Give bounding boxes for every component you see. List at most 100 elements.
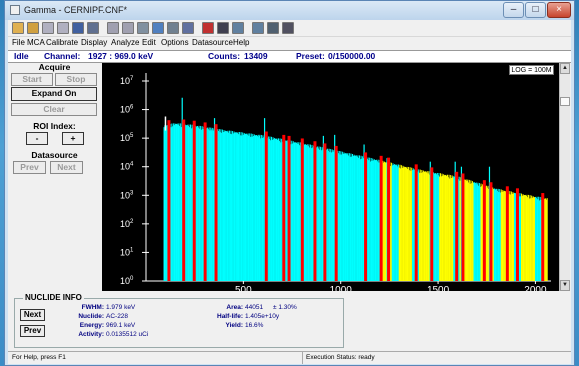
spectrum-bar: [460, 177, 462, 281]
spectrum-bar: [256, 136, 258, 281]
spectrum-bar: [231, 134, 233, 281]
spectrum-bar: [352, 156, 354, 281]
expand-icon[interactable]: [107, 22, 119, 34]
spectrum-bar: [172, 126, 174, 281]
scroll-up-icon[interactable]: ▲: [560, 63, 570, 74]
roi-marker: [489, 182, 493, 281]
zoom-cursor-icon[interactable]: [182, 22, 194, 34]
marker-icon[interactable]: [217, 22, 229, 34]
spectrum-plot[interactable]: 100101102103104105106107500100015002000k…: [102, 63, 559, 305]
spectrum-bar: [253, 134, 255, 281]
log-scale-indicator[interactable]: LOG = 100M: [509, 65, 554, 75]
spectrum-bar: [398, 167, 400, 281]
spectrum-bar: [469, 183, 471, 281]
spectrum-bar: [326, 149, 328, 281]
clear-button[interactable]: Clear: [11, 103, 97, 116]
scroll-thumb[interactable]: [560, 97, 570, 106]
next-datasource-button[interactable]: Next: [50, 161, 83, 174]
print-preview-icon[interactable]: [87, 22, 99, 34]
menu-help[interactable]: Help: [233, 38, 250, 47]
spectrum-bar: [502, 190, 504, 281]
minimize-button[interactable]: –: [503, 2, 524, 18]
spectrum-bar: [466, 181, 468, 281]
menu-analyze[interactable]: Analyze: [111, 38, 140, 47]
spectrum-bar: [238, 134, 240, 281]
spectrum-bar: [244, 134, 246, 281]
spectrum-bar: [310, 148, 312, 281]
roi-icon[interactable]: [137, 22, 149, 34]
spectrum-bar: [328, 148, 330, 281]
spectrum-bar: [369, 161, 371, 281]
acquire-label: Acquire: [38, 62, 71, 72]
menu-file[interactable]: File: [12, 38, 25, 47]
filter-icon[interactable]: [42, 22, 54, 34]
spectrum-bar: [350, 153, 352, 281]
spectrum-bar: [521, 195, 523, 281]
yield-value: 16.6%: [245, 322, 264, 329]
menu-mca[interactable]: MCA: [27, 38, 45, 47]
roi-minus-button[interactable]: -: [26, 132, 48, 145]
spectrum-bar: [411, 170, 413, 281]
close-button[interactable]: ×: [547, 2, 571, 18]
maximize-button[interactable]: □: [525, 2, 546, 18]
spectrum-bar: [175, 124, 177, 281]
open2-icon[interactable]: [27, 22, 39, 34]
zoom-icon[interactable]: [122, 22, 134, 34]
printer-icon[interactable]: [282, 22, 294, 34]
spectrum-bar: [425, 171, 427, 281]
spectrum-bar: [247, 133, 249, 281]
client-area: File MCA Calibrate Display Analyze Edit Option…: [8, 20, 571, 364]
spectrum-bar: [359, 159, 361, 281]
spectrum-svg[interactable]: 100101102103104105106107500100015002000k…: [102, 63, 559, 305]
chart-icon[interactable]: [152, 22, 164, 34]
roi-plus-button[interactable]: +: [62, 132, 84, 145]
spectrum-bar: [271, 136, 273, 281]
save-icon[interactable]: [72, 22, 84, 34]
spectrum-bar: [260, 138, 262, 281]
peak-icon[interactable]: [202, 22, 214, 34]
nuclide-next-button[interactable]: Next: [20, 309, 45, 321]
spectrum-bar: [494, 188, 496, 281]
filter2-icon[interactable]: [57, 22, 69, 34]
split-icon[interactable]: [267, 22, 279, 34]
stop-button[interactable]: Stop: [55, 73, 97, 86]
spectrum-bar: [402, 165, 404, 281]
menu-options[interactable]: Options: [161, 38, 189, 47]
vertical-scrollbar[interactable]: ▲ ▼: [559, 63, 570, 291]
spectrum-bar: [316, 146, 318, 281]
expand-on-button[interactable]: Expand On: [11, 87, 97, 101]
nuclide-prev-button[interactable]: Prev: [20, 325, 45, 337]
spectrum-bar: [504, 191, 506, 281]
spectrum-bar: [353, 154, 355, 281]
spectrum-bar: [424, 171, 426, 281]
spectrum-bar: [472, 182, 474, 281]
spectrum-bar: [212, 130, 214, 281]
spectrum-bar: [370, 157, 372, 281]
scroll-down-icon[interactable]: ▼: [560, 280, 570, 291]
counts-value: 13409: [244, 51, 268, 61]
spectrum-bar: [530, 198, 532, 281]
spectrum-bar: [218, 129, 220, 281]
spectrum-bar: [401, 167, 403, 281]
spectrum-bar: [360, 155, 362, 281]
window-icon[interactable]: [232, 22, 244, 34]
spectrum-bar: [243, 132, 245, 281]
spectrum-bar: [405, 167, 407, 281]
spectrum-bar: [468, 182, 470, 281]
spectrum-bar: [444, 175, 446, 281]
start-button[interactable]: Start: [11, 73, 53, 86]
spectrum-bar: [536, 196, 538, 281]
spectrum-bar: [526, 194, 528, 281]
menu-calibrate[interactable]: Calibrate: [46, 38, 79, 47]
select-icon[interactable]: [167, 22, 179, 34]
preset-value: 0/150000.00: [328, 51, 376, 61]
prev-datasource-button[interactable]: Prev: [13, 161, 46, 174]
open-icon[interactable]: [12, 22, 24, 34]
window2-icon[interactable]: [252, 22, 264, 34]
spectrum-bar: [186, 124, 188, 282]
spectrum-bar: [525, 196, 527, 281]
menu-display[interactable]: Display: [81, 38, 108, 47]
menu-edit[interactable]: Edit: [142, 38, 156, 47]
menu-datasource[interactable]: Datasource: [192, 38, 233, 47]
halflife-label: Half-life:: [217, 313, 243, 320]
